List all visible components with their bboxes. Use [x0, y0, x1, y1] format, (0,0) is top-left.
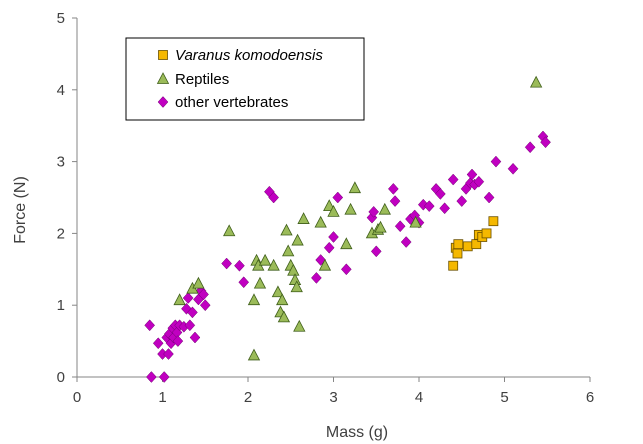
other-vertebrate-point [490, 155, 502, 168]
reptile-point [280, 223, 293, 236]
other-vertebrate-point [234, 259, 245, 272]
varanus-point [452, 248, 463, 259]
legend-markers [156, 50, 170, 108]
x-tick-label: 0 [73, 389, 81, 406]
other-vertebrate-point [447, 173, 459, 186]
reptile-point [271, 285, 285, 298]
reptile-point [327, 204, 340, 217]
y-tick-label: 4 [57, 82, 65, 99]
y-tick-label: 0 [57, 369, 65, 386]
other-vertebrate-point [456, 195, 468, 207]
reptile-point [223, 224, 236, 237]
reptile-point [314, 215, 327, 228]
reptile-point [277, 310, 291, 323]
y-tick-label: 2 [57, 225, 65, 242]
other-vertebrate-point [389, 195, 401, 207]
other-vertebrate-point [182, 292, 194, 304]
other-vertebrate-point [473, 175, 485, 188]
y-tick-label: 3 [57, 154, 65, 171]
reptile-point [409, 215, 422, 228]
reptile-point [267, 258, 280, 271]
other-vertebrate-point [158, 371, 170, 383]
reptile-point [374, 220, 387, 233]
reptile-point [287, 263, 300, 276]
plot-points [144, 75, 551, 383]
legend-label-other-vertebrates: other vertebrates [175, 94, 288, 111]
reptile-point [247, 293, 261, 306]
reptile-point [529, 75, 543, 88]
other-vertebrate-point [332, 191, 344, 204]
reptile-point [348, 181, 362, 194]
other-vertebrate-point [423, 200, 435, 212]
other-vertebrate-point [540, 136, 551, 149]
x-tick-label: 6 [586, 389, 594, 406]
reptile-point [247, 348, 261, 361]
reptile-point [344, 202, 357, 215]
other-vertebrate-point [184, 319, 196, 332]
varanus-point [453, 239, 464, 250]
other-vertebrate-point [144, 319, 156, 332]
legend-label-varanus: Varanus komodoensis [175, 47, 323, 64]
other-vertebrate-point [163, 348, 174, 360]
other-vertebrate-point [483, 191, 495, 204]
varanus-point [488, 216, 499, 227]
x-tick-label: 4 [415, 389, 423, 406]
y-tick-label: 1 [57, 297, 65, 314]
other-vertebrate-point [268, 191, 279, 204]
reptile-point [297, 212, 310, 224]
reptile-point [276, 293, 289, 306]
other-vertebrate-point [340, 263, 352, 276]
reptile-point [290, 280, 303, 293]
other-vertebrate-point [388, 183, 399, 195]
other-vertebrate-point [238, 276, 250, 289]
reptile-point [258, 253, 272, 266]
other-vertebrate-point [466, 168, 478, 181]
other-vertebrate-point [507, 162, 519, 175]
other-vertebrate-point [439, 202, 450, 215]
other-vertebrate-point [368, 205, 380, 218]
other-vertebrate-point [198, 288, 209, 301]
varanus-point [448, 260, 459, 271]
x-tick-label: 5 [500, 389, 508, 406]
x-tick-label: 3 [329, 389, 337, 406]
other-vertebrate-point [328, 231, 339, 243]
other-vertebrate-point [187, 306, 198, 319]
other-vertebrate-point [323, 241, 335, 254]
reptile-point [293, 319, 306, 332]
y-tick-label: 5 [57, 10, 65, 27]
reptile-point [192, 276, 205, 289]
other-vertebrate-point [394, 220, 406, 233]
other-vertebrate-point [189, 331, 201, 344]
other-vertebrate-point [524, 141, 536, 154]
x-axis-title: Mass (g) [326, 424, 388, 441]
y-axis-title: Force (N) [12, 176, 29, 244]
legend: Varanus komodoensis Reptiles other verte… [125, 37, 365, 121]
legend-marker-diamond [157, 96, 169, 108]
other-vertebrate-point [199, 299, 211, 312]
other-vertebrate-point [400, 236, 412, 248]
other-vertebrate-point [311, 272, 322, 284]
reptile-point [291, 233, 304, 246]
reptile-point [340, 237, 353, 250]
reptile-point [378, 202, 391, 215]
reptile-point [318, 258, 332, 271]
other-vertebrate-point [435, 188, 446, 200]
x-tick-label: 1 [158, 389, 166, 406]
reptile-point [282, 244, 295, 257]
other-vertebrate-point [370, 245, 382, 258]
reptile-point [173, 293, 186, 306]
varanus-point [462, 241, 473, 252]
x-tick-label: 2 [244, 389, 252, 406]
legend-marker-triangle [156, 72, 170, 84]
other-vertebrate-point [172, 335, 184, 347]
legend-label-reptiles: Reptiles [175, 71, 229, 88]
other-vertebrate-point [152, 337, 164, 350]
varanus-point [481, 228, 492, 239]
reptile-point [253, 276, 267, 289]
other-vertebrate-point [146, 371, 157, 383]
reptile-point [288, 273, 302, 285]
other-vertebrate-point [221, 257, 232, 270]
legend-marker-square [158, 50, 168, 60]
